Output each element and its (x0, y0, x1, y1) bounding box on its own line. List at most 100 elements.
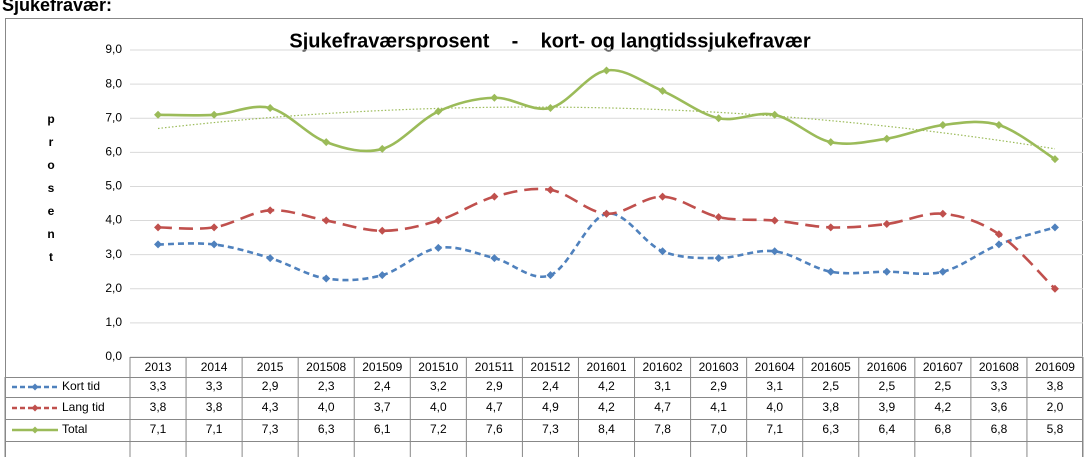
marker (602, 66, 611, 75)
table-cell: 2,0 (1047, 400, 1064, 414)
page-heading: Sjukefravær: (2, 0, 112, 15)
marker (826, 138, 835, 147)
table-cell: 3,8 (150, 400, 167, 414)
x-tick-label: 201603 (699, 360, 739, 374)
x-tick-label: 2014 (201, 360, 228, 374)
table-cell: 6,8 (935, 422, 952, 436)
y-tick-label: 5,0 (105, 179, 122, 193)
x-tick-label: 201605 (811, 360, 851, 374)
x-tick-label: 201604 (755, 360, 795, 374)
x-tick-label: 201607 (923, 360, 963, 374)
marker (994, 240, 1003, 249)
table-cell: 3,1 (766, 379, 783, 393)
table-cell: 7,3 (262, 422, 279, 436)
marker (770, 247, 779, 256)
marker (322, 138, 331, 147)
table-cell: 4,2 (598, 400, 615, 414)
marker (434, 216, 443, 225)
marker (266, 103, 275, 112)
table-cell: 6,8 (991, 422, 1008, 436)
table-cell: 7,1 (206, 422, 223, 436)
marker (714, 114, 723, 123)
y-axis-label: prosent (44, 112, 58, 273)
marker (210, 223, 219, 232)
marker (210, 240, 219, 249)
x-tick-label: 201609 (1035, 360, 1075, 374)
marker (602, 209, 611, 218)
marker (378, 144, 387, 153)
legend-marker (31, 383, 39, 391)
table-cell: 3,1 (654, 379, 671, 393)
table-cell: 2,5 (935, 379, 952, 393)
x-tick-label: 201510 (418, 360, 458, 374)
table-cell: 7,2 (430, 422, 447, 436)
table-cell: 4,0 (318, 400, 335, 414)
x-tick-label: 201511 (475, 360, 514, 374)
table-cell: 2,5 (878, 379, 895, 393)
marker (882, 219, 891, 228)
x-tick-label: 201508 (306, 360, 346, 374)
marker (378, 226, 387, 235)
table-cell: 3,8 (1047, 379, 1064, 393)
marker (826, 223, 835, 232)
legend-label: Lang tid (62, 400, 105, 414)
table-cell: 3,3 (206, 379, 223, 393)
x-tick-label: 2013 (145, 360, 172, 374)
chart-frame (5, 18, 1083, 457)
marker (826, 267, 835, 276)
marker (1050, 284, 1059, 293)
marker (434, 107, 443, 116)
table-cell: 8,4 (598, 422, 615, 436)
marker (546, 185, 555, 194)
marker (770, 110, 779, 119)
legend-marker (31, 404, 39, 412)
y-tick-label: 2,0 (105, 281, 122, 295)
x-tick-label: 2015 (257, 360, 284, 374)
y-tick-label: 7,0 (105, 110, 122, 124)
table-cell: 6,3 (318, 422, 335, 436)
marker (882, 134, 891, 143)
table-cell: 4,0 (430, 400, 447, 414)
table-cell: 7,1 (766, 422, 783, 436)
table-cell: 2,5 (822, 379, 839, 393)
y-tick-label: 6,0 (105, 145, 122, 159)
table-cell: 7,8 (654, 422, 671, 436)
legend-marker (31, 426, 39, 434)
marker (154, 223, 163, 232)
marker (490, 192, 499, 201)
table-cell: 4,7 (486, 400, 503, 414)
x-tick-label: 201512 (530, 360, 570, 374)
marker (994, 121, 1003, 130)
table-cell: 4,2 (935, 400, 952, 414)
marker (266, 254, 275, 263)
legend-label: Kort tid (62, 379, 100, 393)
marker (714, 213, 723, 222)
table-cell: 7,1 (150, 422, 167, 436)
table-cell: 3,8 (206, 400, 223, 414)
marker (1050, 155, 1059, 164)
marker (546, 271, 555, 280)
table-cell: 4,7 (654, 400, 671, 414)
table-cell: 3,7 (374, 400, 391, 414)
x-tick-label: 201509 (362, 360, 402, 374)
table-cell: 6,4 (878, 422, 895, 436)
table-cell: 7,0 (710, 422, 727, 436)
marker (210, 110, 219, 119)
marker (658, 86, 667, 95)
marker (378, 271, 387, 280)
marker (882, 267, 891, 276)
table-cell: 7,3 (542, 422, 559, 436)
marker (938, 121, 947, 130)
x-tick-label: 201608 (979, 360, 1019, 374)
table-cell: 3,9 (878, 400, 895, 414)
y-tick-label: 4,0 (105, 213, 122, 227)
marker (770, 216, 779, 225)
y-tick-label: 8,0 (105, 76, 122, 90)
table-cell: 6,3 (822, 422, 839, 436)
series-line (158, 212, 1056, 282)
marker (490, 93, 499, 102)
table-cell: 4,0 (766, 400, 783, 414)
marker (1050, 223, 1059, 232)
marker (938, 267, 947, 276)
